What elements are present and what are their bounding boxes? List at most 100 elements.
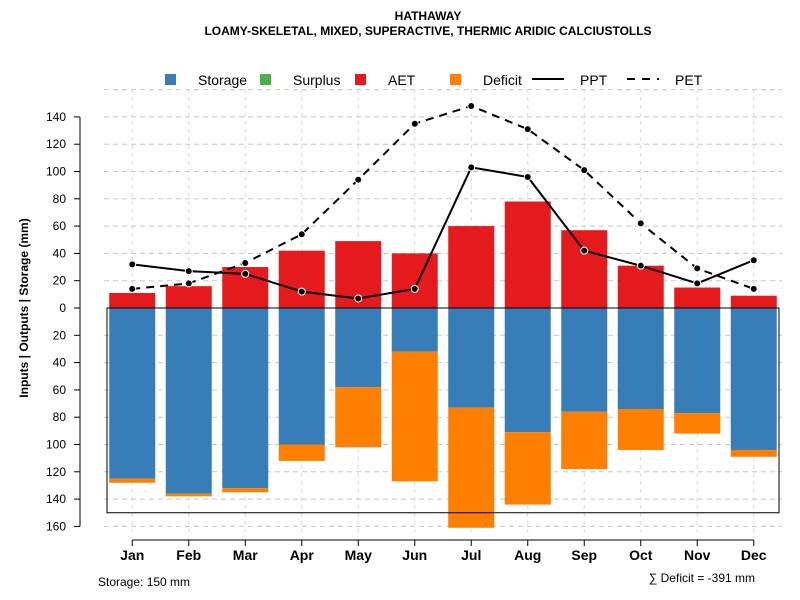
ppt-point-nov xyxy=(693,279,702,288)
ppt-point-sep xyxy=(580,246,589,255)
ppt-point-aug xyxy=(523,172,532,181)
deficit-bar-oct xyxy=(617,409,664,450)
y-tick-label: 140 xyxy=(46,492,66,506)
x-tick-label-nov: Nov xyxy=(684,547,711,563)
storage-bar-dec xyxy=(730,308,777,450)
legend-swatch-storage xyxy=(165,74,176,85)
y-tick-label: 80 xyxy=(53,410,67,424)
pet-point-aug xyxy=(523,125,532,134)
pet-point-apr xyxy=(297,230,306,239)
x-tick-label-feb: Feb xyxy=(176,547,201,563)
chart-title: HATHAWAY xyxy=(395,9,462,23)
legend-swatch-deficit xyxy=(450,74,461,85)
storage-bar-oct xyxy=(617,308,664,410)
y-tick-label: 100 xyxy=(46,438,66,452)
aet-bar-dec xyxy=(730,295,777,308)
ppt-point-mar xyxy=(241,269,250,278)
storage-bar-jun xyxy=(391,308,438,352)
storage-bar-feb xyxy=(165,308,212,494)
ppt-point-oct xyxy=(636,261,645,270)
aet-bar-feb xyxy=(165,286,212,308)
pet-point-sep xyxy=(580,166,589,175)
x-tick-label-oct: Oct xyxy=(629,547,653,563)
deficit-bar-mar xyxy=(222,488,269,493)
y-tick-label: 160 xyxy=(46,519,66,533)
y-tick-label: 120 xyxy=(46,465,66,479)
legend-swatch-surplus xyxy=(260,74,271,85)
y-tick-label: 120 xyxy=(46,137,66,151)
legend-label-surplus: Surplus xyxy=(293,72,340,88)
ppt-point-dec xyxy=(749,256,758,265)
pet-line xyxy=(132,104,755,290)
pet-point-dec xyxy=(749,284,758,293)
legend-label-pet: PET xyxy=(675,72,703,88)
x-tick-label-may: May xyxy=(345,547,372,563)
legend-swatch-aet xyxy=(355,74,366,85)
bars xyxy=(106,201,780,528)
storage-footer: Storage: 150 mm xyxy=(98,575,190,589)
pet-point-jun xyxy=(410,119,419,128)
deficit-bar-dec xyxy=(730,449,777,457)
deficit-bar-sep xyxy=(561,411,608,470)
legend-label-ppt: PPT xyxy=(580,72,608,88)
deficit-bar-feb xyxy=(165,493,212,497)
legend-label-deficit: Deficit xyxy=(483,72,522,88)
storage-bar-may xyxy=(335,308,382,388)
storage-bar-aug xyxy=(504,308,551,433)
y-tick-label: 20 xyxy=(53,274,67,288)
pet-point-jan xyxy=(128,284,137,293)
ppt-point-jun xyxy=(410,284,419,293)
aet-bar-jan xyxy=(109,292,156,308)
aet-bar-jun xyxy=(391,253,438,308)
axes: 160 140 120 100 80 60 40 20 0 20 40 60 80 100 120 140 Ja… xyxy=(46,110,767,563)
storage-bar-nov xyxy=(674,308,721,414)
lines xyxy=(128,101,758,303)
deficit-bar-apr xyxy=(278,444,325,461)
x-tick-label-jul: Jul xyxy=(461,547,481,563)
legend: Storage Surplus AET Deficit PPT PET xyxy=(165,72,703,88)
deficit-bar-jan xyxy=(109,478,156,483)
ppt-point-apr xyxy=(297,287,306,296)
ppt-point-may xyxy=(354,294,363,303)
deficit-bar-jul xyxy=(448,407,495,528)
deficit-bar-may xyxy=(335,387,382,448)
aet-bar-sep xyxy=(561,230,608,308)
y-tick-label: 80 xyxy=(53,192,67,206)
x-tick-label-mar: Mar xyxy=(233,547,258,563)
y-tick-label: 40 xyxy=(53,356,67,370)
gridlines xyxy=(104,89,782,532)
ppt-line xyxy=(132,166,755,300)
storage-bar-jul xyxy=(448,308,495,408)
storage-bar-apr xyxy=(278,308,325,445)
x-tick-label-dec: Dec xyxy=(741,547,767,563)
deficit-footer: ∑ Deficit = -391 mm xyxy=(649,571,755,585)
y-tick-label: 60 xyxy=(53,383,67,397)
pet-point-jul xyxy=(467,101,476,110)
aet-bar-oct xyxy=(617,265,664,308)
ppt-point-jan xyxy=(128,260,137,269)
storage-bar-mar xyxy=(222,308,269,489)
aet-bar-aug xyxy=(504,201,551,308)
ppt-point-jul xyxy=(467,163,476,172)
y-tick-label: 100 xyxy=(46,165,66,179)
y-tick-label: 60 xyxy=(53,219,67,233)
pet-point-mar xyxy=(241,258,250,267)
x-tick-label-apr: Apr xyxy=(290,547,315,563)
aet-bar-apr xyxy=(278,250,325,308)
x-tick-label-aug: Aug xyxy=(514,547,541,563)
aet-bar-nov xyxy=(674,287,721,308)
deficit-bar-nov xyxy=(674,413,721,434)
y-tick-label: 140 xyxy=(46,110,66,124)
pet-point-feb xyxy=(184,279,193,288)
storage-bar-sep xyxy=(561,308,608,412)
chart-subtitle: LOAMY-SKELETAL, MIXED, SUPERACTIVE, THER… xyxy=(204,24,651,38)
y-tick-label: 0 xyxy=(59,301,66,315)
storage-bar-jan xyxy=(109,308,156,479)
y-axis-label: Inputs | Outputs | Storage (mm) xyxy=(17,218,31,397)
y-tick-label: 40 xyxy=(53,246,67,260)
legend-label-aet: AET xyxy=(388,72,416,88)
y-tick-label: 20 xyxy=(53,328,67,342)
deficit-bar-aug xyxy=(504,432,551,505)
deficit-bar-jun xyxy=(391,351,438,482)
